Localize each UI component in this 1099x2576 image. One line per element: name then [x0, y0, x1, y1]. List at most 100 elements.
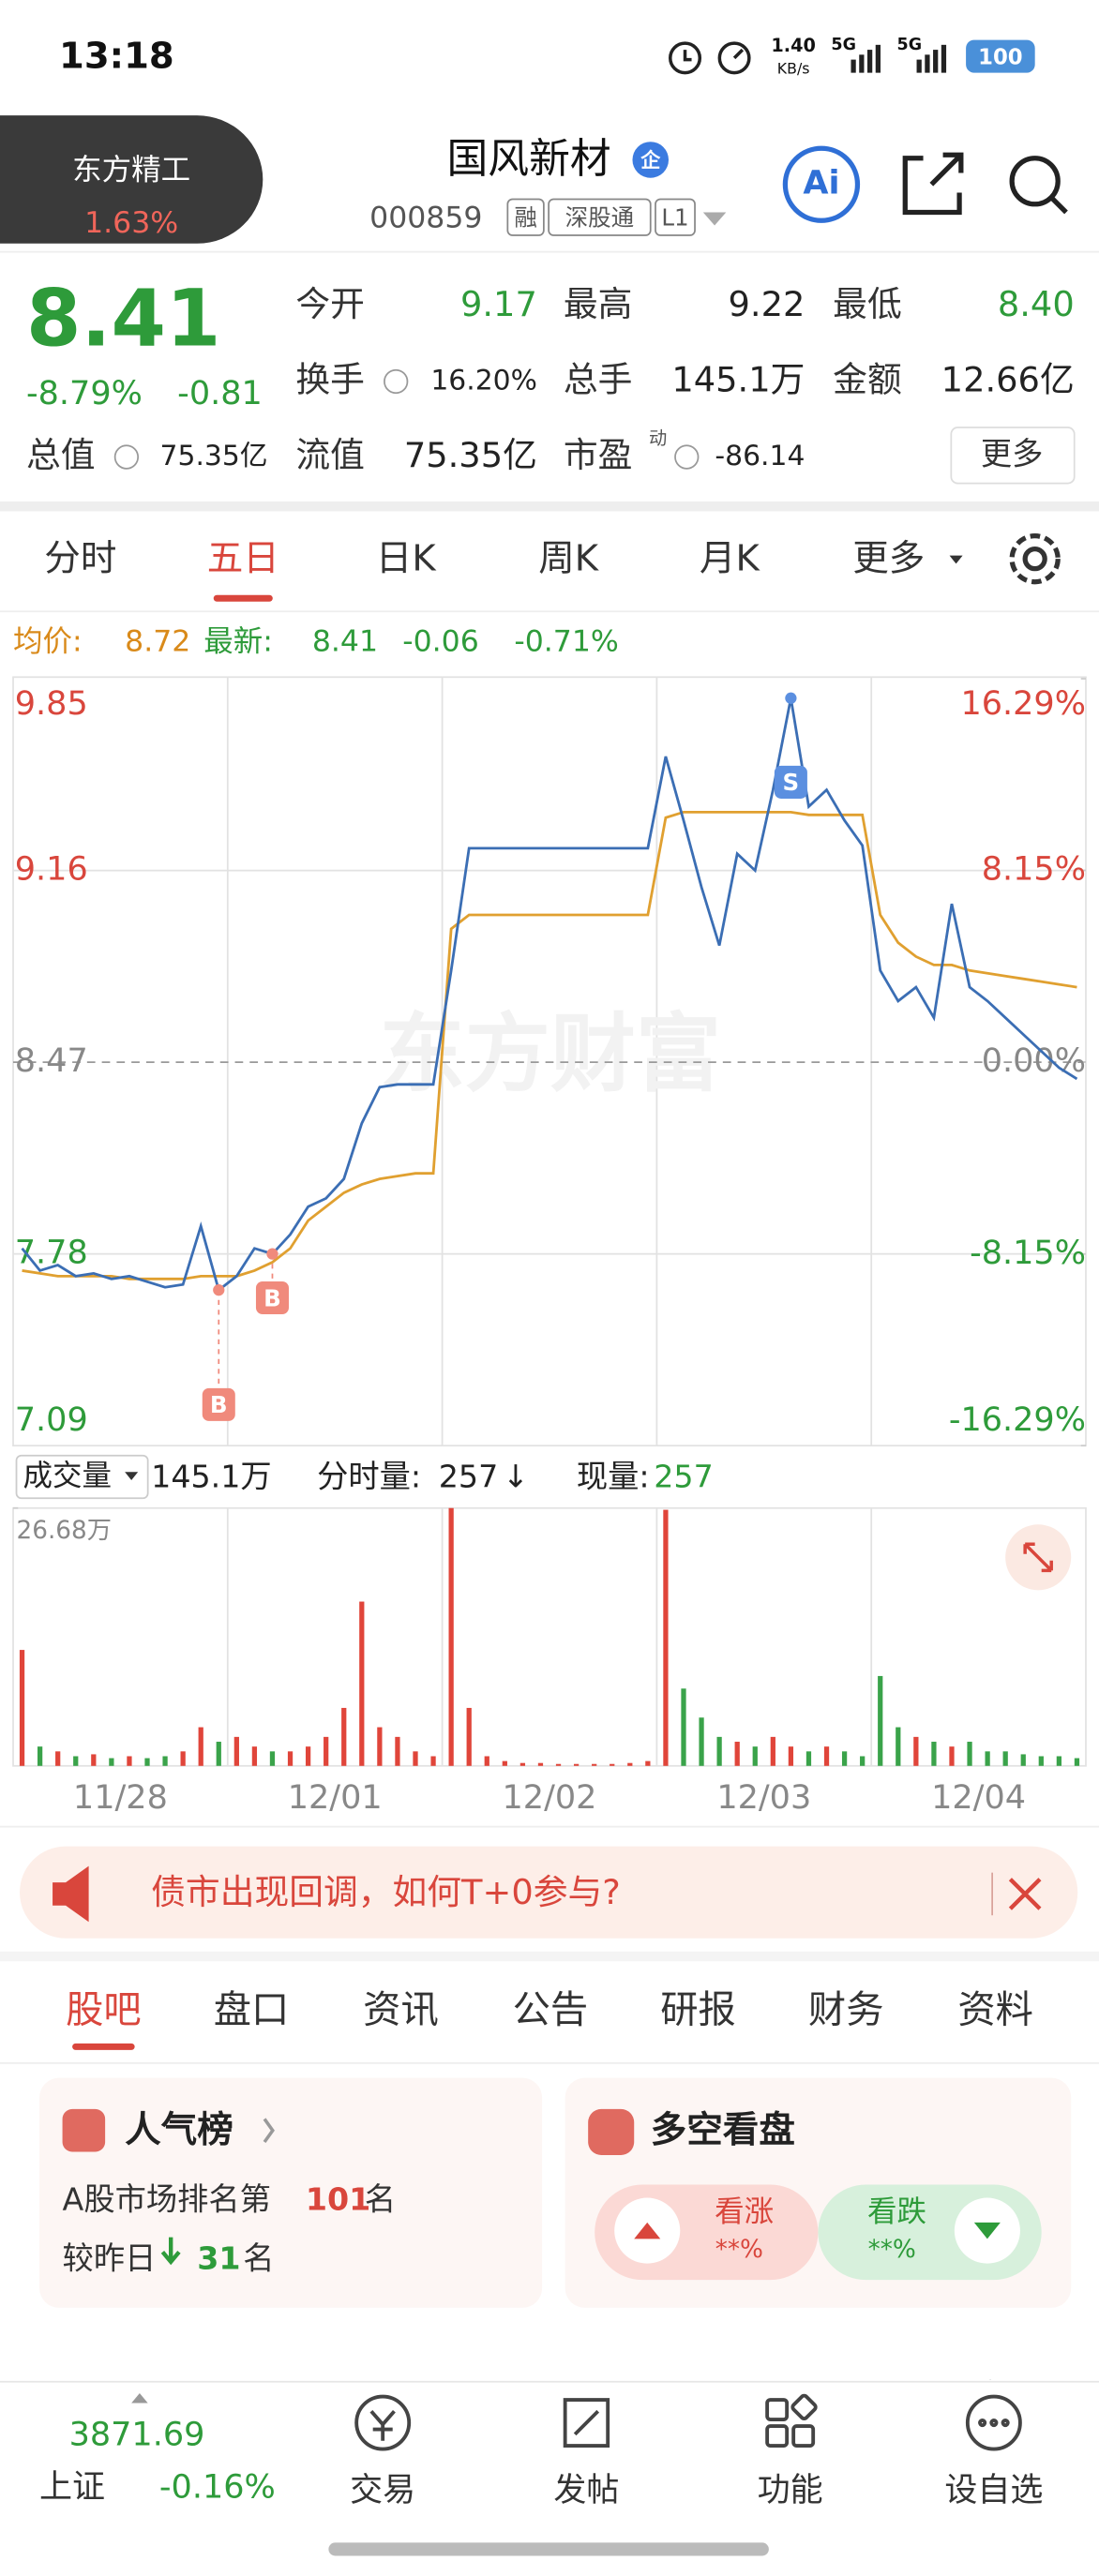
- trade-marker-label: S: [783, 769, 800, 796]
- volume-bar: [645, 1760, 651, 1766]
- more-button[interactable]: [950, 427, 1076, 485]
- volume-label[interactable]: 成交量: [23, 1459, 113, 1492]
- dropdown-arrow: [125, 1472, 139, 1480]
- title-badge-bg: [632, 142, 670, 178]
- volume-bar: [681, 1688, 686, 1766]
- volume-bar: [1074, 1758, 1080, 1766]
- nav-item[interactable]: 交易: [350, 2471, 415, 2509]
- volume-bar: [663, 1509, 669, 1766]
- volume-bar: [610, 1763, 615, 1766]
- stat-value: -86.14: [715, 440, 805, 472]
- rank: 101: [306, 2181, 370, 2218]
- bull-label: 看涨: [715, 2194, 774, 2228]
- index-value: 3871.69: [69, 2416, 205, 2454]
- volume-bar: [805, 1751, 812, 1766]
- nav-icons: [354, 2393, 1022, 2451]
- nav-item[interactable]: 功能: [758, 2471, 823, 2509]
- content-tab[interactable]: 盘口: [214, 1988, 290, 2032]
- volume-dropdown[interactable]: [15, 1454, 149, 1500]
- y-tick-label: 7.09: [15, 1400, 88, 1439]
- volume-bar: [896, 1727, 901, 1766]
- content-tab[interactable]: 资讯: [363, 1988, 439, 2032]
- nav-item[interactable]: 发帖: [553, 2471, 619, 2509]
- home-indicator: [328, 2542, 769, 2556]
- volume-bar: [233, 1736, 239, 1766]
- feed-tab[interactable]: 全部: [971, 2378, 1045, 2420]
- rank-change: 31: [197, 2240, 240, 2277]
- latest-label: 最新:: [203, 625, 273, 659]
- search-button[interactable]: [1009, 156, 1068, 215]
- rank-prefix: A股市场排名第: [63, 2181, 271, 2218]
- card-title: 人气榜: [125, 2109, 233, 2151]
- index-change: -0.16%: [159, 2468, 276, 2507]
- period-tab[interactable]: 分时: [44, 537, 116, 579]
- stock-name: 国风新材: [447, 135, 611, 183]
- feed-tab[interactable]: 最热: [238, 2378, 311, 2420]
- period-tab[interactable]: 更多: [852, 537, 925, 579]
- rank-suffix: 名: [365, 2181, 396, 2218]
- trade-marker-label: B: [210, 1391, 228, 1418]
- down-arrow: [160, 2237, 181, 2266]
- trade-marker-label: B: [263, 1284, 281, 1311]
- content-tab[interactable]: 研报: [660, 1988, 736, 2032]
- volume-bar: [555, 1763, 562, 1766]
- volume-bar: [55, 1751, 61, 1766]
- period-tab[interactable]: 月K: [700, 537, 761, 579]
- stat-value: 12.66亿: [941, 359, 1075, 399]
- close-banner[interactable]: [1008, 1878, 1042, 1910]
- content-tab[interactable]: 股吧: [66, 1988, 142, 2032]
- tick-volume: 257: [439, 1459, 499, 1495]
- volume-bar: [466, 1707, 472, 1766]
- x-tick-label: 11/28: [73, 1778, 168, 1817]
- volume-bar: [949, 1746, 955, 1766]
- feed-tab[interactable]: 最新: [56, 2378, 128, 2420]
- y2-tick-label: -8.15%: [970, 1234, 1086, 1272]
- volume-bar: [127, 1756, 132, 1766]
- content-tab[interactable]: 公告: [513, 1988, 589, 2032]
- dropdown-arrow: [949, 555, 963, 564]
- volume-bar: [502, 1760, 507, 1766]
- volume-bar: [19, 1650, 25, 1766]
- back-tag-name[interactable]: 东方精工: [72, 154, 190, 187]
- more-label[interactable]: 更多: [981, 435, 1044, 472]
- volume-bar: [860, 1756, 866, 1766]
- content-tab[interactable]: 资料: [957, 1988, 1033, 2032]
- tick-volume-label: 分时量:: [317, 1459, 421, 1495]
- period-tab[interactable]: 五日: [207, 537, 279, 579]
- volume-bar: [91, 1754, 97, 1766]
- ai-button[interactable]: [782, 145, 861, 223]
- volume-bar: [395, 1736, 400, 1766]
- period-tab[interactable]: 日K: [376, 537, 438, 579]
- volume-bar: [448, 1507, 454, 1766]
- signal-label: 5G: [897, 36, 923, 54]
- watermark: 东方财富: [380, 1004, 721, 1103]
- volume-bar: [1056, 1756, 1062, 1766]
- badge: 深股通: [565, 204, 635, 232]
- banner[interactable]: [20, 1846, 1078, 1939]
- settings-button[interactable]: [1009, 533, 1061, 585]
- volume-bar: [519, 1762, 526, 1766]
- banner-text[interactable]: 债市出现回调，如何T+0参与?: [151, 1872, 621, 1912]
- badge: 融: [514, 204, 537, 232]
- volume-bar: [341, 1707, 347, 1766]
- section-gap: [0, 1951, 1099, 1962]
- back-tag[interactable]: [0, 115, 263, 244]
- x-tick-label: 12/03: [716, 1778, 811, 1817]
- period-tab[interactable]: 周K: [538, 537, 600, 579]
- volume-bar: [1038, 1756, 1044, 1766]
- volume-bar: [430, 1756, 436, 1766]
- nav-item[interactable]: 设自选: [944, 2471, 1043, 2509]
- volume-bar: [216, 1742, 221, 1766]
- content-tab[interactable]: 财务: [808, 1988, 884, 2032]
- ai-label[interactable]: Ai: [803, 164, 839, 202]
- volume-bar: [985, 1751, 990, 1766]
- bear-value: **%: [868, 2236, 916, 2264]
- title-badge: 企: [640, 148, 661, 172]
- share-button[interactable]: [902, 152, 964, 216]
- popularity-card[interactable]: [39, 2077, 543, 2308]
- volume-bar: [592, 1763, 597, 1766]
- volume-bar: [484, 1756, 489, 1766]
- stat-value: 9.22: [729, 284, 805, 324]
- volume-bar: [109, 1758, 114, 1766]
- stat-value: 145.1万: [671, 359, 805, 399]
